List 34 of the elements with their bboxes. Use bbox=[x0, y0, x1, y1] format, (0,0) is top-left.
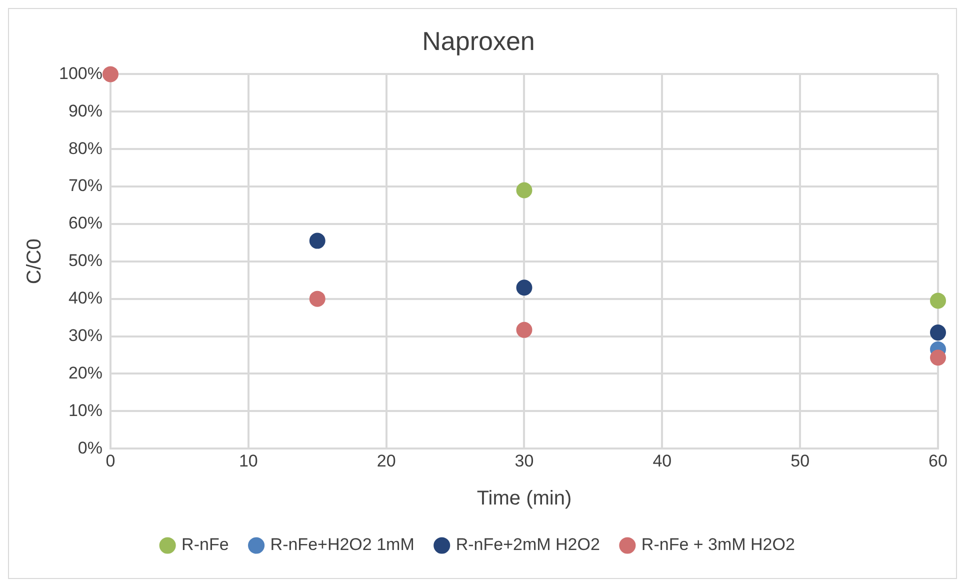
y-tick-label: 80% bbox=[68, 138, 102, 158]
y-tick-label: 70% bbox=[68, 176, 102, 196]
point bbox=[102, 66, 118, 82]
point bbox=[309, 290, 326, 307]
x-tick-label: 30 bbox=[514, 451, 534, 470]
x-tick-label: 50 bbox=[790, 451, 810, 470]
x-axis-title: Time (min) bbox=[476, 488, 572, 510]
y-tick-label: 0% bbox=[78, 438, 102, 458]
legend-label: R-nFe+2mM H2O2 bbox=[456, 535, 600, 554]
legend-label: R-nFe bbox=[182, 535, 229, 554]
legend-label: R-nFe+H2O2 1mM bbox=[270, 535, 414, 554]
y-tick-label: 60% bbox=[68, 214, 102, 233]
x-tick-label: 20 bbox=[376, 451, 396, 470]
point bbox=[309, 232, 326, 249]
y-tick-label: 30% bbox=[68, 326, 102, 345]
y-axis-title: C/C0 bbox=[24, 238, 46, 284]
y-tick-label: 100% bbox=[58, 64, 102, 83]
x-tick-label: 60 bbox=[928, 451, 948, 470]
chart-title: Naproxen bbox=[422, 26, 535, 56]
point bbox=[516, 322, 532, 338]
x-tick-label: 0 bbox=[106, 451, 116, 470]
y-tick-label: 40% bbox=[68, 288, 102, 308]
y-tick-label: 10% bbox=[68, 400, 102, 420]
point bbox=[930, 350, 946, 366]
y-tick-label: 90% bbox=[68, 101, 102, 120]
point bbox=[930, 324, 946, 341]
x-tick-label: 10 bbox=[238, 451, 258, 470]
x-tick-label: 40 bbox=[652, 451, 672, 470]
point bbox=[516, 182, 532, 198]
legend-label: R-nFe + 3mM H2O2 bbox=[641, 535, 795, 554]
point bbox=[930, 292, 946, 309]
y-tick-label: 50% bbox=[68, 251, 102, 270]
point bbox=[516, 280, 532, 296]
y-tick-label: 20% bbox=[68, 363, 102, 382]
